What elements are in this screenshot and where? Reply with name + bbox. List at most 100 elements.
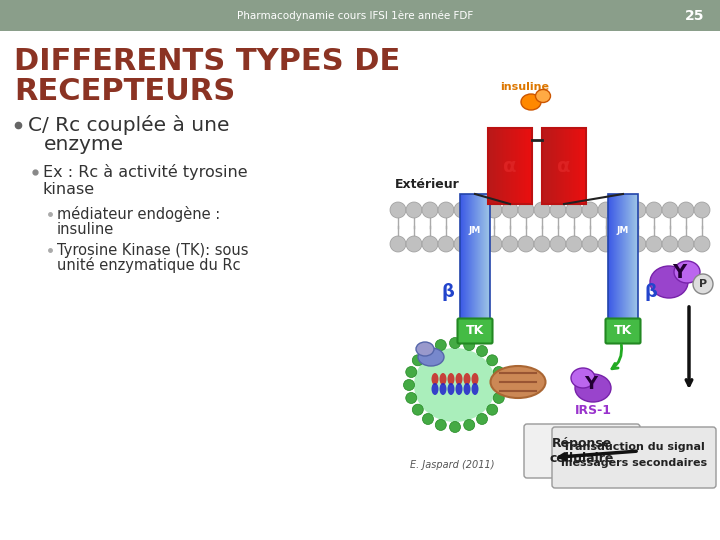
Circle shape <box>534 236 550 252</box>
Ellipse shape <box>414 348 496 422</box>
Bar <box>561 128 562 204</box>
Circle shape <box>390 236 406 252</box>
Bar <box>580 128 581 204</box>
Bar <box>479 194 480 320</box>
Bar <box>633 194 634 320</box>
Bar <box>554 128 555 204</box>
Bar <box>477 194 478 320</box>
Bar <box>584 128 585 204</box>
Text: E. Jaspard (2011): E. Jaspard (2011) <box>410 460 495 470</box>
Bar <box>488 128 532 204</box>
Bar <box>517 128 518 204</box>
Bar <box>574 128 575 204</box>
Bar <box>555 128 556 204</box>
FancyBboxPatch shape <box>457 319 492 343</box>
Bar <box>515 128 516 204</box>
Text: TK: TK <box>466 325 484 338</box>
Bar <box>530 128 531 204</box>
Bar <box>560 128 561 204</box>
Bar <box>542 128 586 204</box>
Bar <box>521 128 522 204</box>
Circle shape <box>454 236 470 252</box>
Bar <box>470 194 471 320</box>
Text: JM: JM <box>469 226 481 235</box>
Bar <box>500 128 501 204</box>
Ellipse shape <box>448 373 454 385</box>
Bar <box>512 128 513 204</box>
Circle shape <box>454 202 470 218</box>
Ellipse shape <box>571 368 595 388</box>
Bar <box>498 128 499 204</box>
Bar <box>467 194 468 320</box>
Bar <box>488 128 489 204</box>
Circle shape <box>614 236 630 252</box>
Bar <box>553 128 554 204</box>
Bar <box>490 128 491 204</box>
Bar <box>622 194 623 320</box>
Text: Réponse: Réponse <box>552 437 612 450</box>
Ellipse shape <box>448 383 454 395</box>
Text: médiateur endogène :: médiateur endogène : <box>57 206 220 222</box>
Text: IRS-1: IRS-1 <box>575 403 611 416</box>
Text: messagers secondaires: messagers secondaires <box>561 458 707 469</box>
FancyBboxPatch shape <box>606 319 641 343</box>
Bar <box>489 194 490 320</box>
Bar <box>630 194 631 320</box>
Bar <box>542 128 543 204</box>
Circle shape <box>406 236 422 252</box>
Bar <box>613 194 614 320</box>
Bar <box>472 194 473 320</box>
Bar <box>514 128 515 204</box>
Bar <box>563 128 564 204</box>
Circle shape <box>662 236 678 252</box>
Bar <box>504 128 505 204</box>
Circle shape <box>518 202 534 218</box>
Bar <box>636 194 637 320</box>
Circle shape <box>477 414 487 424</box>
Text: insuline: insuline <box>57 221 114 237</box>
Bar <box>524 128 525 204</box>
Bar <box>0 0 720 31</box>
Circle shape <box>646 236 662 252</box>
Text: Ex : Rc à activité tyrosine: Ex : Rc à activité tyrosine <box>43 164 248 180</box>
Bar <box>492 128 493 204</box>
Bar <box>583 128 584 204</box>
Ellipse shape <box>431 383 438 395</box>
Bar <box>557 128 558 204</box>
Text: DIFFERENTS TYPES DE: DIFFERENTS TYPES DE <box>14 48 400 77</box>
Bar <box>527 128 528 204</box>
Bar <box>520 128 521 204</box>
Bar <box>494 128 495 204</box>
Bar <box>543 128 544 204</box>
Circle shape <box>470 236 486 252</box>
Bar <box>550 128 551 204</box>
Circle shape <box>406 367 417 377</box>
Bar <box>478 194 479 320</box>
Ellipse shape <box>536 90 551 103</box>
Text: 25: 25 <box>685 9 705 23</box>
Circle shape <box>566 236 582 252</box>
Bar <box>562 128 563 204</box>
Ellipse shape <box>439 383 446 395</box>
Bar <box>609 194 610 320</box>
Bar <box>495 128 496 204</box>
Bar <box>572 128 573 204</box>
Bar <box>507 128 508 204</box>
Circle shape <box>582 236 598 252</box>
Bar <box>617 194 618 320</box>
Circle shape <box>477 346 487 356</box>
Circle shape <box>413 355 423 366</box>
Circle shape <box>582 202 598 218</box>
Circle shape <box>436 420 446 430</box>
Text: β: β <box>441 283 454 301</box>
Bar <box>635 194 636 320</box>
Circle shape <box>518 236 534 252</box>
Bar <box>491 128 492 204</box>
Circle shape <box>614 202 630 218</box>
Circle shape <box>438 236 454 252</box>
Bar <box>631 194 632 320</box>
Text: Pharmacodynamie cours IFSI 1ère année FDF: Pharmacodynamie cours IFSI 1ère année FD… <box>237 10 473 21</box>
Text: kinase: kinase <box>43 181 95 197</box>
Circle shape <box>493 367 504 377</box>
Bar <box>556 128 557 204</box>
